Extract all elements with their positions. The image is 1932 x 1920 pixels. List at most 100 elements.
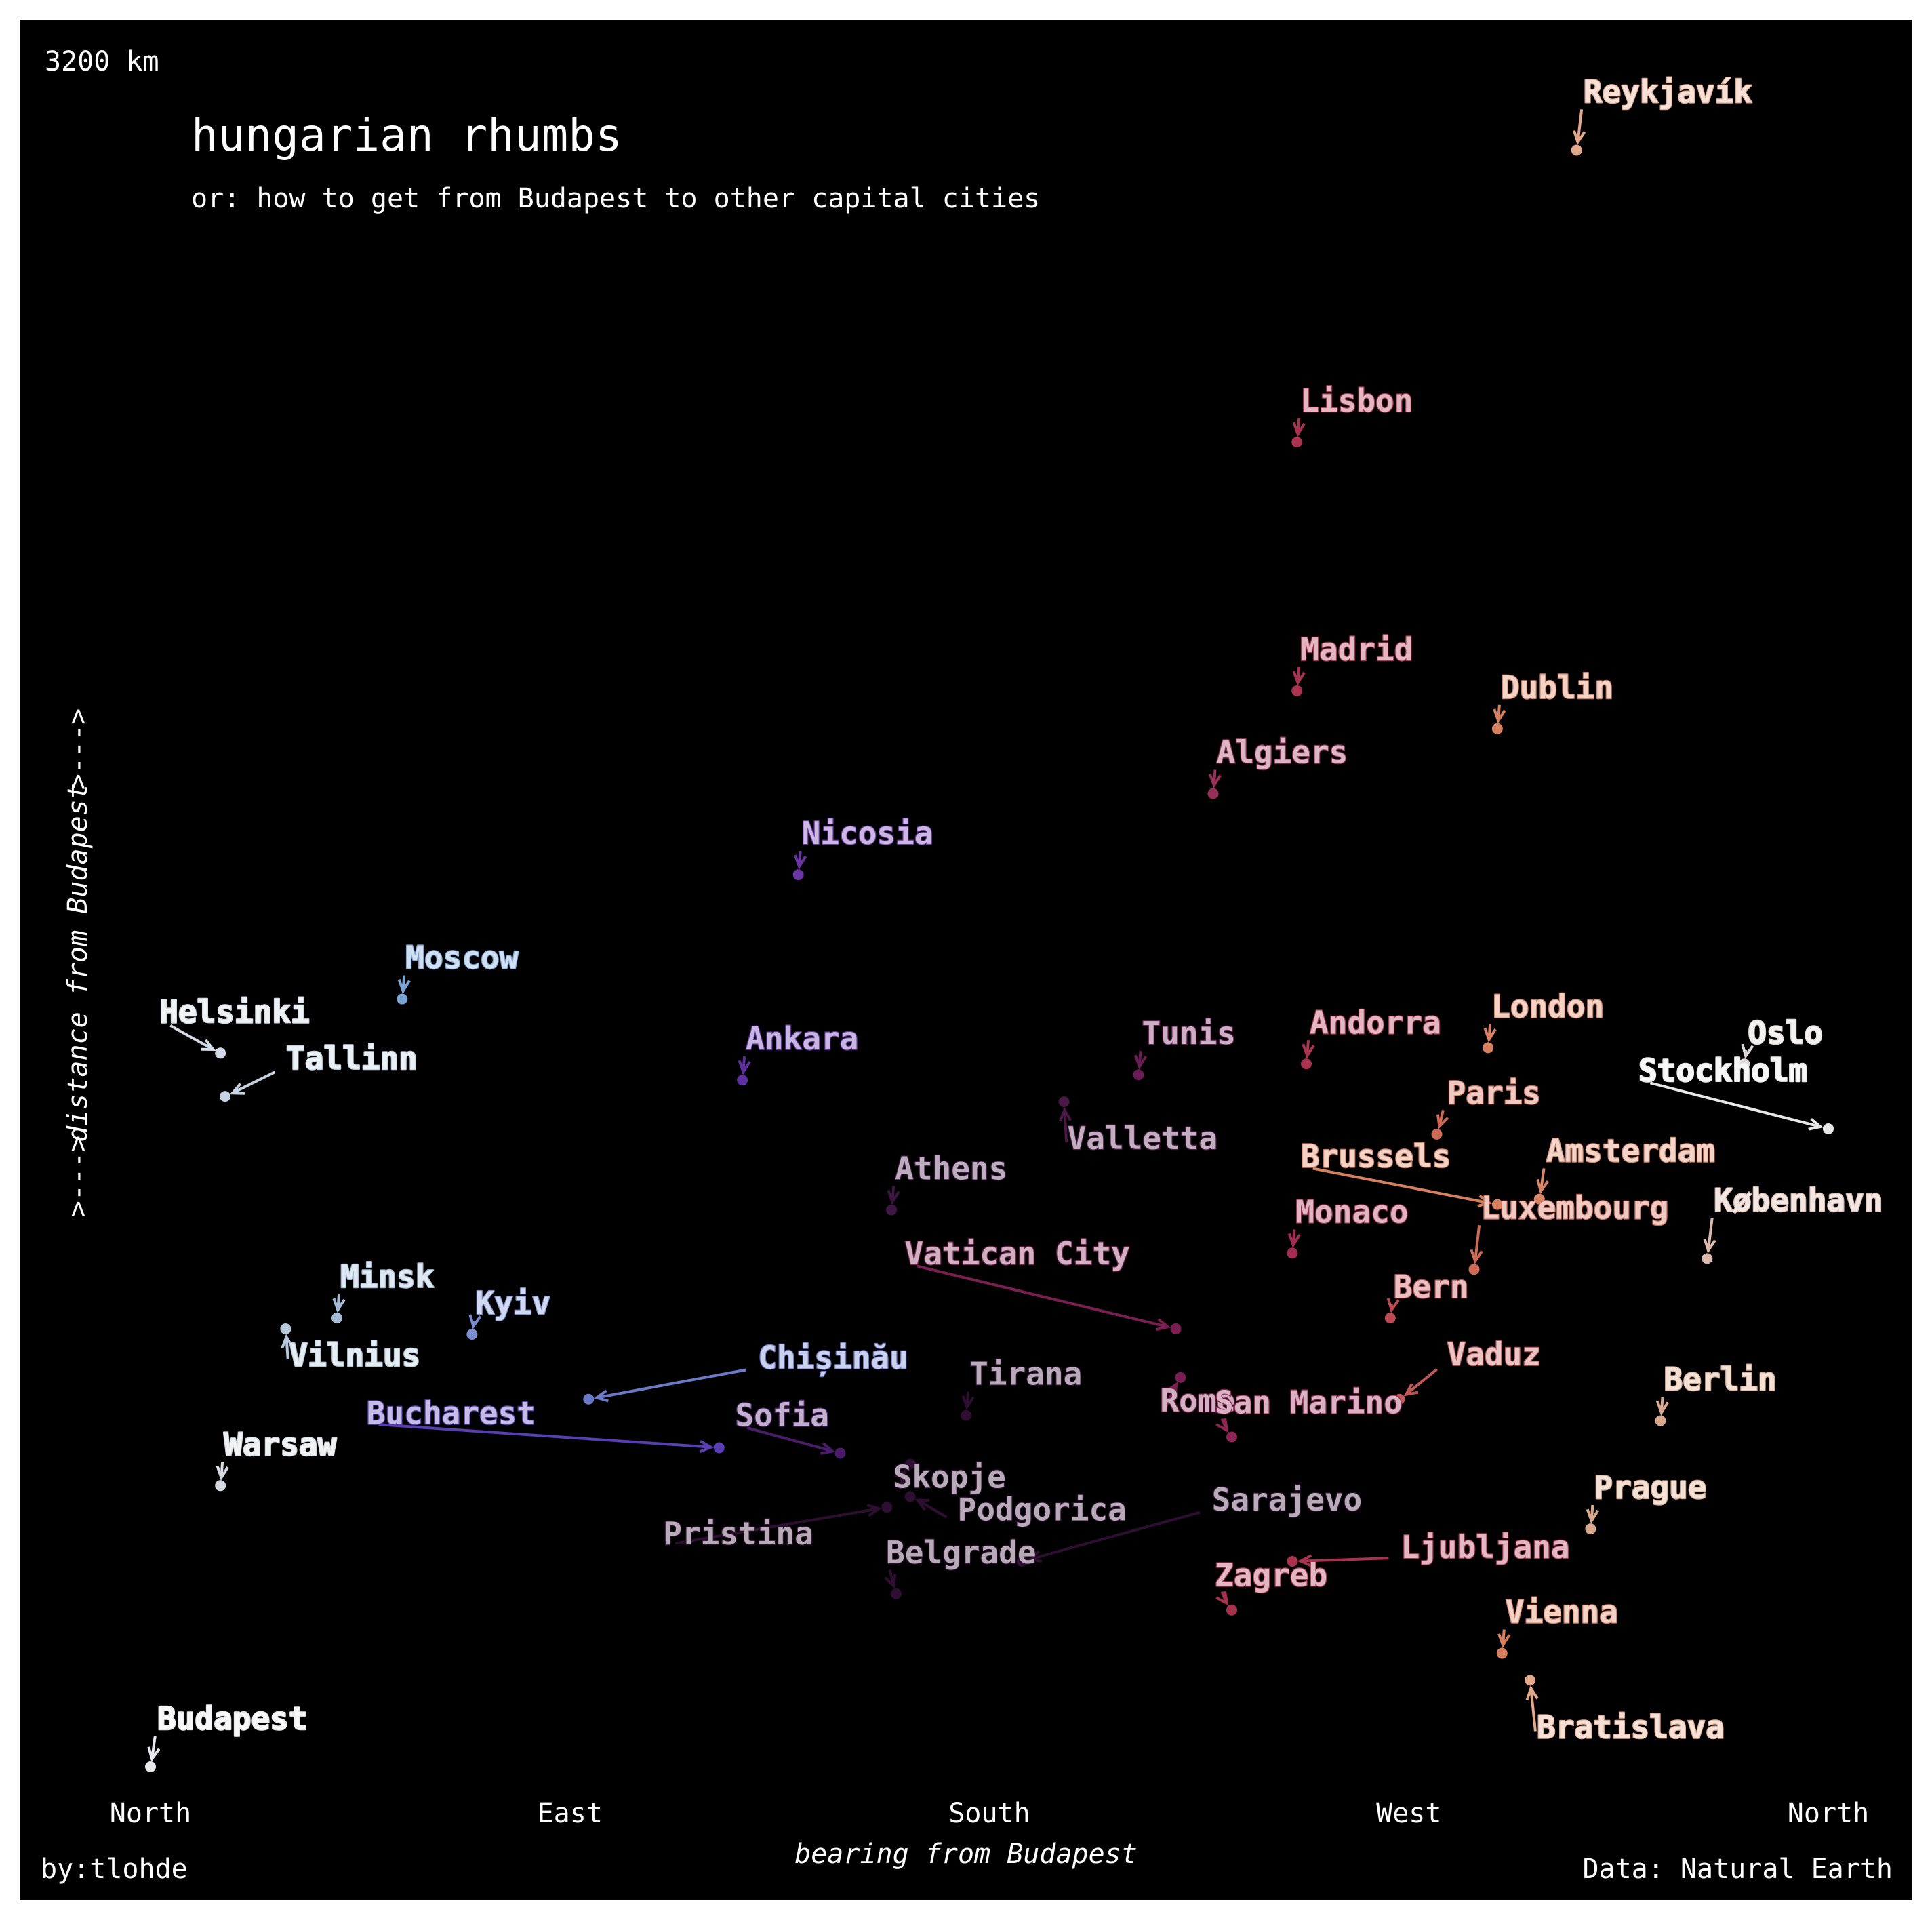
- point-luxembourg: [1468, 1264, 1480, 1275]
- label-rome: Rome: [1160, 1382, 1235, 1419]
- point-group-bucharest: Bucharest: [366, 1394, 725, 1454]
- arrowhead-paris: [1436, 1114, 1449, 1129]
- point-pristina: [881, 1502, 893, 1513]
- point-group-tallinn: Tallinn: [220, 1039, 418, 1102]
- point-stockholm: [1823, 1123, 1834, 1134]
- point-san-marino: [1226, 1431, 1237, 1443]
- point-bern: [1384, 1313, 1396, 1324]
- arrowhead-prague: [1586, 1508, 1599, 1524]
- point-group-athens: Athens: [886, 1149, 1009, 1216]
- point-group-podgorica: Podgorica: [904, 1490, 1127, 1529]
- label-nicosia: Nicosia: [802, 815, 933, 852]
- arrowhead-budapest: [147, 1746, 161, 1762]
- point-group-tirana: Tirana: [961, 1355, 1083, 1421]
- point-athens: [886, 1204, 898, 1216]
- point-k-benhavn: [1702, 1253, 1713, 1264]
- label-madrid: Madrid: [1300, 631, 1413, 668]
- arrowhead-valletta: [1058, 1106, 1072, 1122]
- arrowhead-belgrade: [884, 1574, 897, 1589]
- arrowhead-vatican-city: [1155, 1318, 1171, 1332]
- chart-title: hungarian rhumbs: [191, 109, 622, 161]
- point-chisinau: [583, 1393, 595, 1405]
- arrowhead-san-marino: [1215, 1418, 1229, 1433]
- point-andorra: [1301, 1058, 1312, 1070]
- label-vilnius: Vilnius: [289, 1337, 420, 1374]
- point-nicosia: [792, 869, 804, 881]
- point-group-bern: Bern: [1384, 1268, 1470, 1324]
- label-brussels: Brussels: [1301, 1138, 1451, 1175]
- point-tunis: [1133, 1069, 1144, 1081]
- arrow-luxembourg: [1474, 1224, 1481, 1262]
- arrowhead-bucharest: [699, 1440, 715, 1454]
- label-bern: Bern: [1394, 1268, 1469, 1305]
- arrow-chisinau: [596, 1368, 746, 1399]
- arrow-podgorica: [917, 1498, 948, 1519]
- label-vaduz: Vaduz: [1447, 1336, 1541, 1373]
- arrowhead-amsterdam: [1536, 1178, 1550, 1195]
- arrowhead-nicosia: [794, 854, 807, 870]
- arrow-tallinn: [232, 1071, 276, 1095]
- point-group-ljubljana: Ljubljana: [1287, 1528, 1571, 1567]
- chart-frame: [20, 20, 1912, 1900]
- label-minsk: Minsk: [340, 1258, 434, 1295]
- point-group-vaduz: Vaduz: [1394, 1335, 1542, 1405]
- point-group-belgrade: Belgrade: [884, 1534, 1037, 1599]
- point-group-paris: Paris: [1431, 1074, 1542, 1140]
- label-lisbon: Lisbon: [1300, 382, 1413, 419]
- x-tick-south: South: [948, 1798, 1030, 1829]
- point-sarajevo: [1016, 1555, 1028, 1567]
- arrowhead-zagreb: [1215, 1591, 1229, 1606]
- label-k-benhavn: København: [1714, 1182, 1883, 1218]
- arrowhead-andorra: [1302, 1043, 1315, 1059]
- point-madrid: [1291, 685, 1303, 696]
- point-group-london: London: [1483, 987, 1605, 1054]
- arrowhead-k-benhavn: [1703, 1238, 1716, 1254]
- point-vaduz: [1394, 1393, 1405, 1405]
- label-andorra: Andorra: [1310, 1004, 1441, 1041]
- point-group-vienna: Vienna: [1496, 1593, 1619, 1659]
- point-group-rome: Rome: [1159, 1372, 1236, 1420]
- label-tunis: Tunis: [1142, 1015, 1236, 1052]
- point-minsk: [331, 1313, 342, 1324]
- arrowhead-ankara: [738, 1060, 751, 1075]
- x-tick-north-right: North: [1788, 1798, 1869, 1829]
- label-warsaw: Warsaw: [224, 1426, 336, 1462]
- credit-text: by:tlohde: [41, 1854, 188, 1885]
- arrowhead-ljubljana: [1297, 1554, 1312, 1567]
- arrowhead-dublin: [1493, 708, 1506, 724]
- arrowhead-athens: [887, 1190, 900, 1205]
- label-san-marino: San Marino: [1215, 1384, 1403, 1421]
- label-algiers: Algiers: [1217, 734, 1348, 771]
- point-group-dublin: Dublin: [1491, 668, 1614, 734]
- point-bratislava: [1525, 1675, 1535, 1686]
- x-tick-west: West: [1376, 1798, 1441, 1829]
- arrowhead-berlin: [1655, 1401, 1670, 1416]
- point-group-lisbon: Lisbon: [1291, 382, 1414, 448]
- y-axis-arrow-left: >--->: [62, 1136, 94, 1217]
- point-monaco: [1287, 1247, 1298, 1259]
- label-prague: Prague: [1594, 1469, 1706, 1506]
- point-lisbon: [1291, 437, 1303, 448]
- arrowhead-chisinau: [593, 1389, 609, 1403]
- point-bucharest: [713, 1442, 725, 1454]
- point-vilnius: [280, 1323, 291, 1335]
- point-group-moscow: Moscow: [397, 938, 519, 1005]
- label-sarajevo: Sarajevo: [1212, 1481, 1363, 1518]
- label-helsinki: Helsinki: [159, 993, 310, 1030]
- point-group-kyiv: Kyiv: [466, 1284, 551, 1340]
- point-group-andorra: Andorra: [1301, 1003, 1442, 1070]
- arrowhead-tallinn: [229, 1083, 245, 1095]
- arrowhead-luxembourg: [1470, 1249, 1483, 1264]
- label-tallinn: Tallinn: [286, 1040, 418, 1077]
- arrowhead-sofia: [820, 1442, 836, 1455]
- arrowhead-madrid: [1292, 671, 1306, 686]
- point-helsinki: [215, 1047, 226, 1059]
- label-vatican-city: Vatican City: [905, 1235, 1130, 1272]
- point-group-chisinau: Chișinău: [583, 1338, 909, 1405]
- point-kyiv: [466, 1329, 478, 1340]
- point-group-madrid: Madrid: [1291, 631, 1414, 696]
- point-group-warsaw: Warsaw: [215, 1425, 338, 1492]
- arrowhead-pristina: [866, 1504, 882, 1517]
- arrow-sarajevo: [1029, 1511, 1201, 1561]
- point-group-bratislava: Bratislava: [1525, 1675, 1725, 1746]
